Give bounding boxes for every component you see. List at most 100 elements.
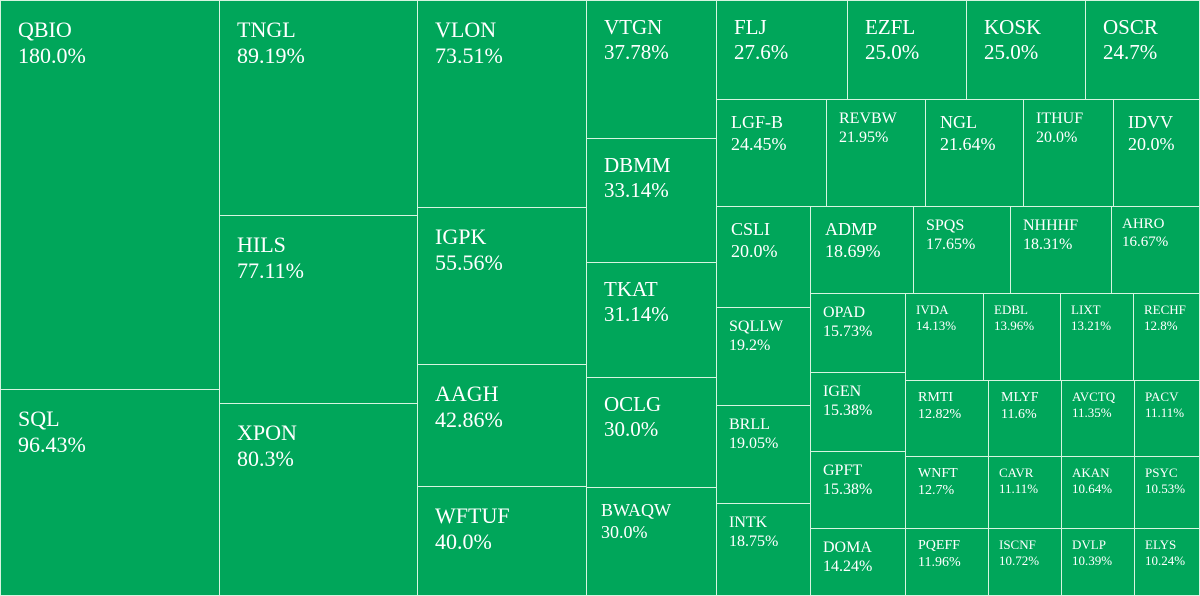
tile-admp[interactable]: ADMP 18.69% bbox=[810, 206, 914, 294]
tile-change: 89.19% bbox=[237, 43, 305, 69]
tile-change: 20.0% bbox=[1036, 129, 1078, 147]
tile-ngl[interactable]: NGL 21.64% bbox=[925, 99, 1024, 207]
tile-wnft[interactable]: WNFT 12.7% bbox=[905, 456, 989, 529]
tile-spqs[interactable]: SPQS 17.65% bbox=[913, 206, 1011, 294]
tile-symbol: AKAN bbox=[1072, 465, 1110, 480]
tile-symbol: CAVR bbox=[999, 465, 1034, 480]
tile-symbol: TNGL bbox=[237, 17, 296, 42]
tile-change: 16.67% bbox=[1122, 234, 1169, 250]
tile-symbol: ISCNF bbox=[999, 537, 1036, 552]
tile-change: 180.0% bbox=[18, 43, 86, 69]
tile-mlyf[interactable]: MLYF 11.6% bbox=[988, 380, 1062, 457]
tile-psyc[interactable]: PSYC 10.53% bbox=[1134, 456, 1200, 529]
tile-symbol: AVCTQ bbox=[1072, 389, 1116, 404]
tile-aagh[interactable]: AAGH 42.86% bbox=[417, 364, 587, 487]
tile-change: 24.45% bbox=[731, 133, 787, 154]
tile-symbol: PACV bbox=[1145, 389, 1179, 404]
tile-rmti[interactable]: RMTI 12.82% bbox=[905, 380, 989, 457]
tile-change: 18.75% bbox=[729, 533, 779, 551]
tile-change: 15.38% bbox=[823, 402, 873, 420]
tile-qbio[interactable]: QBIO 180.0% bbox=[0, 0, 220, 390]
tile-ithuf[interactable]: ITHUF 20.0% bbox=[1023, 99, 1114, 207]
tile-nhhhf[interactable]: NHHHF 18.31% bbox=[1010, 206, 1112, 294]
tile-symbol: EZFL bbox=[865, 15, 916, 39]
tile-change: 18.31% bbox=[1023, 236, 1073, 254]
tile-symbol: DVLP bbox=[1072, 537, 1106, 552]
tile-change: 11.6% bbox=[1001, 406, 1037, 422]
tile-ahro[interactable]: AHRO 16.67% bbox=[1111, 206, 1200, 294]
tile-gpft[interactable]: GPFT 15.38% bbox=[810, 451, 906, 529]
tile-rechf[interactable]: RECHF 12.8% bbox=[1133, 293, 1200, 381]
tile-edbl[interactable]: EDBL 13.96% bbox=[983, 293, 1061, 381]
tile-cavr[interactable]: CAVR 11.11% bbox=[988, 456, 1062, 529]
tile-symbol: VLON bbox=[435, 17, 497, 42]
tile-lixt[interactable]: LIXT 13.21% bbox=[1060, 293, 1134, 381]
tile-revbw[interactable]: REVBW 21.95% bbox=[826, 99, 926, 207]
tile-symbol: ELYS bbox=[1145, 537, 1177, 552]
tile-wftuf[interactable]: WFTUF 40.0% bbox=[417, 486, 587, 596]
tile-xpon[interactable]: XPON 80.3% bbox=[219, 403, 418, 596]
tile-change: 14.13% bbox=[916, 317, 957, 333]
tile-igpk[interactable]: IGPK 55.56% bbox=[417, 207, 587, 365]
tile-tkat[interactable]: TKAT 31.14% bbox=[586, 262, 717, 378]
tile-oscr[interactable]: OSCR 24.7% bbox=[1085, 0, 1200, 100]
tile-avctq[interactable]: AVCTQ 11.35% bbox=[1061, 380, 1135, 457]
tile-lgf-b[interactable]: LGF-B 24.45% bbox=[716, 99, 827, 207]
tile-change: 11.11% bbox=[1145, 404, 1185, 420]
tile-hils[interactable]: HILS 77.11% bbox=[219, 215, 418, 404]
tile-change: 15.38% bbox=[823, 481, 873, 499]
tile-pacv[interactable]: PACV 11.11% bbox=[1134, 380, 1200, 457]
tile-symbol: SPQS bbox=[926, 217, 965, 234]
tile-sqllw[interactable]: SQLLW 19.2% bbox=[716, 307, 811, 406]
tile-change: 11.96% bbox=[918, 554, 961, 570]
tile-symbol: VTGN bbox=[604, 15, 663, 39]
tile-symbol: EDBL bbox=[994, 302, 1028, 317]
tile-brll[interactable]: BRLL 19.05% bbox=[716, 405, 811, 504]
tile-symbol: RECHF bbox=[1144, 302, 1186, 317]
tile-symbol: HILS bbox=[237, 232, 286, 257]
tile-intk[interactable]: INTK 18.75% bbox=[716, 503, 811, 596]
tile-oclg[interactable]: OCLG 30.0% bbox=[586, 377, 717, 488]
tile-elys[interactable]: ELYS 10.24% bbox=[1134, 528, 1200, 596]
tile-csli[interactable]: CSLI 20.0% bbox=[716, 206, 811, 308]
tile-igen[interactable]: IGEN 15.38% bbox=[810, 372, 906, 452]
tile-bwaqw[interactable]: BWAQW 30.0% bbox=[586, 487, 717, 596]
tile-symbol: ADMP bbox=[825, 219, 878, 239]
tile-doma[interactable]: DOMA 14.24% bbox=[810, 528, 906, 596]
tile-change: 37.78% bbox=[604, 40, 669, 65]
tile-change: 33.14% bbox=[604, 178, 669, 203]
tile-symbol: RMTI bbox=[918, 390, 953, 405]
tile-tngl[interactable]: TNGL 89.19% bbox=[219, 0, 418, 216]
tile-change: 55.56% bbox=[435, 250, 503, 276]
tile-symbol: XPON bbox=[237, 420, 297, 445]
tile-vtgn[interactable]: VTGN 37.78% bbox=[586, 0, 717, 139]
tile-symbol: AAGH bbox=[435, 381, 499, 406]
tile-change: 24.7% bbox=[1103, 40, 1158, 65]
tile-symbol: NGL bbox=[940, 112, 977, 132]
tile-vlon[interactable]: VLON 73.51% bbox=[417, 0, 587, 208]
tile-kosk[interactable]: KOSK 25.0% bbox=[966, 0, 1086, 100]
tile-ezfl[interactable]: EZFL 25.0% bbox=[847, 0, 967, 100]
tile-idvv[interactable]: IDVV 20.0% bbox=[1113, 99, 1200, 207]
tile-symbol: CSLI bbox=[731, 219, 771, 239]
tile-symbol: OSCR bbox=[1103, 15, 1158, 39]
tile-pqeff[interactable]: PQEFF 11.96% bbox=[905, 528, 989, 596]
tile-symbol: TKAT bbox=[604, 277, 658, 301]
tile-opad[interactable]: OPAD 15.73% bbox=[810, 293, 906, 373]
tile-flj[interactable]: FLJ 27.6% bbox=[716, 0, 848, 100]
tile-symbol: BWAQW bbox=[601, 500, 671, 520]
tile-dvlp[interactable]: DVLP 10.39% bbox=[1061, 528, 1135, 596]
tile-change: 19.05% bbox=[729, 435, 779, 453]
tile-symbol: DOMA bbox=[823, 539, 872, 556]
tile-iscnf[interactable]: ISCNF 10.72% bbox=[988, 528, 1062, 596]
tile-ivda[interactable]: IVDA 14.13% bbox=[905, 293, 984, 381]
tile-akan[interactable]: AKAN 10.64% bbox=[1061, 456, 1135, 529]
tile-symbol: PQEFF bbox=[918, 538, 961, 553]
tile-change: 12.7% bbox=[918, 482, 955, 498]
tile-symbol: FLJ bbox=[734, 15, 767, 39]
tile-change: 30.0% bbox=[601, 521, 648, 542]
tile-sql[interactable]: SQL 96.43% bbox=[0, 389, 220, 596]
tile-symbol: OPAD bbox=[823, 304, 866, 321]
tile-dbmm[interactable]: DBMM 33.14% bbox=[586, 138, 717, 263]
